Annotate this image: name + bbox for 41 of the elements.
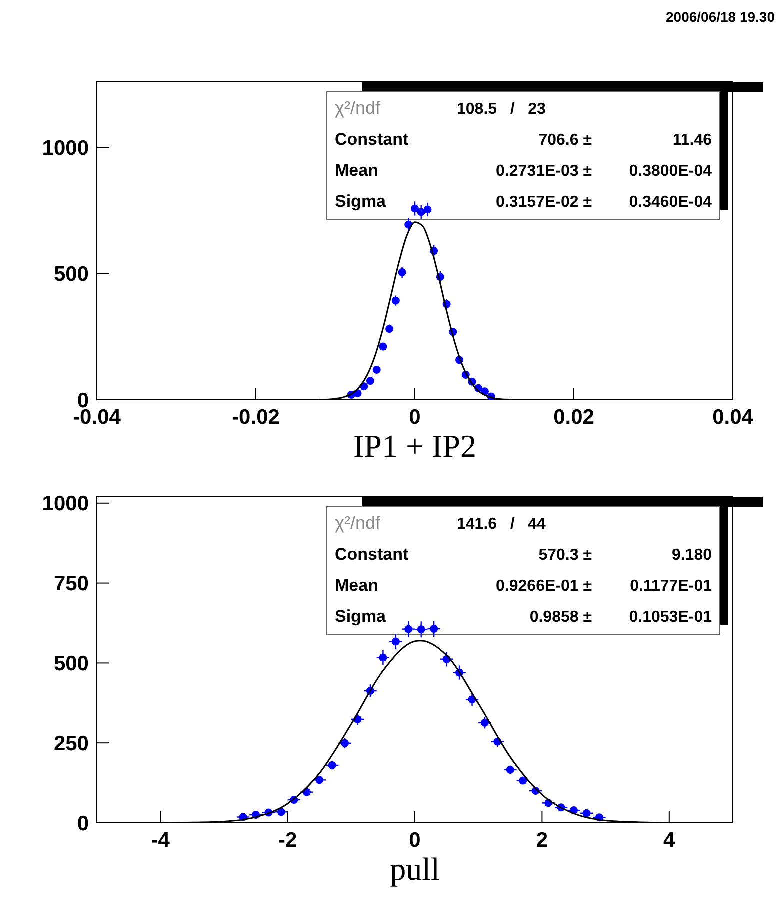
annotation: Mean: [335, 161, 378, 180]
annotation: 0.1053E-01: [629, 609, 712, 626]
annotation: 9.180: [672, 547, 712, 564]
annotation: Constant: [335, 130, 409, 149]
annotation: 108.5 / 23: [457, 101, 546, 118]
y-tick-label: 1000: [42, 492, 89, 516]
annotation: 141.6 / 44: [457, 516, 546, 533]
y-tick-label: 0: [77, 812, 89, 836]
y-tick-label: 500: [54, 263, 89, 286]
x-tick-label: 2: [536, 829, 548, 852]
annotation: χ²/ndf: [335, 513, 382, 533]
annotation: 11.46: [672, 132, 712, 149]
x-tick-label: 0.04: [712, 406, 754, 429]
annotation: Constant: [335, 545, 409, 564]
annotation: Sigma: [335, 192, 387, 211]
annotation: Sigma: [335, 607, 387, 626]
x-tick-label: 0.02: [554, 406, 594, 429]
annotation: 0.9266E-01 ±: [496, 578, 592, 595]
annotation: 570.3 ±: [538, 547, 592, 564]
annotation: Mean: [335, 576, 378, 595]
annotation: 0.1177E-01: [630, 578, 712, 595]
annotation: χ²/ndf: [335, 98, 382, 118]
annotation: 0.3800E-04: [629, 163, 712, 180]
annotation: 0.3157E-02 ±: [496, 194, 592, 211]
annotation: 0.3460E-04: [629, 194, 712, 211]
annotation: 706.6 ±: [538, 132, 592, 149]
x-tick-label: 4: [664, 829, 676, 852]
x-axis-title: IP1 + IP2: [354, 428, 476, 464]
x-axis-title: pull: [390, 851, 440, 887]
x-tick-label: 0: [409, 829, 421, 852]
annotation: 0.9858 ±: [530, 609, 592, 626]
y-tick-label: 500: [54, 652, 89, 676]
y-tick-label: 250: [54, 732, 89, 756]
x-tick-label: -0.02: [232, 406, 280, 429]
x-tick-label: -2: [278, 829, 298, 852]
annotation: 0.2731E-03 ±: [496, 163, 592, 180]
y-tick-label: 750: [54, 572, 89, 596]
x-tick-label: 0: [409, 406, 421, 429]
x-tick-label: -4: [151, 829, 170, 852]
y-tick-label: 1000: [42, 136, 89, 160]
text: 2006/06/18 19.30: [666, 9, 776, 25]
